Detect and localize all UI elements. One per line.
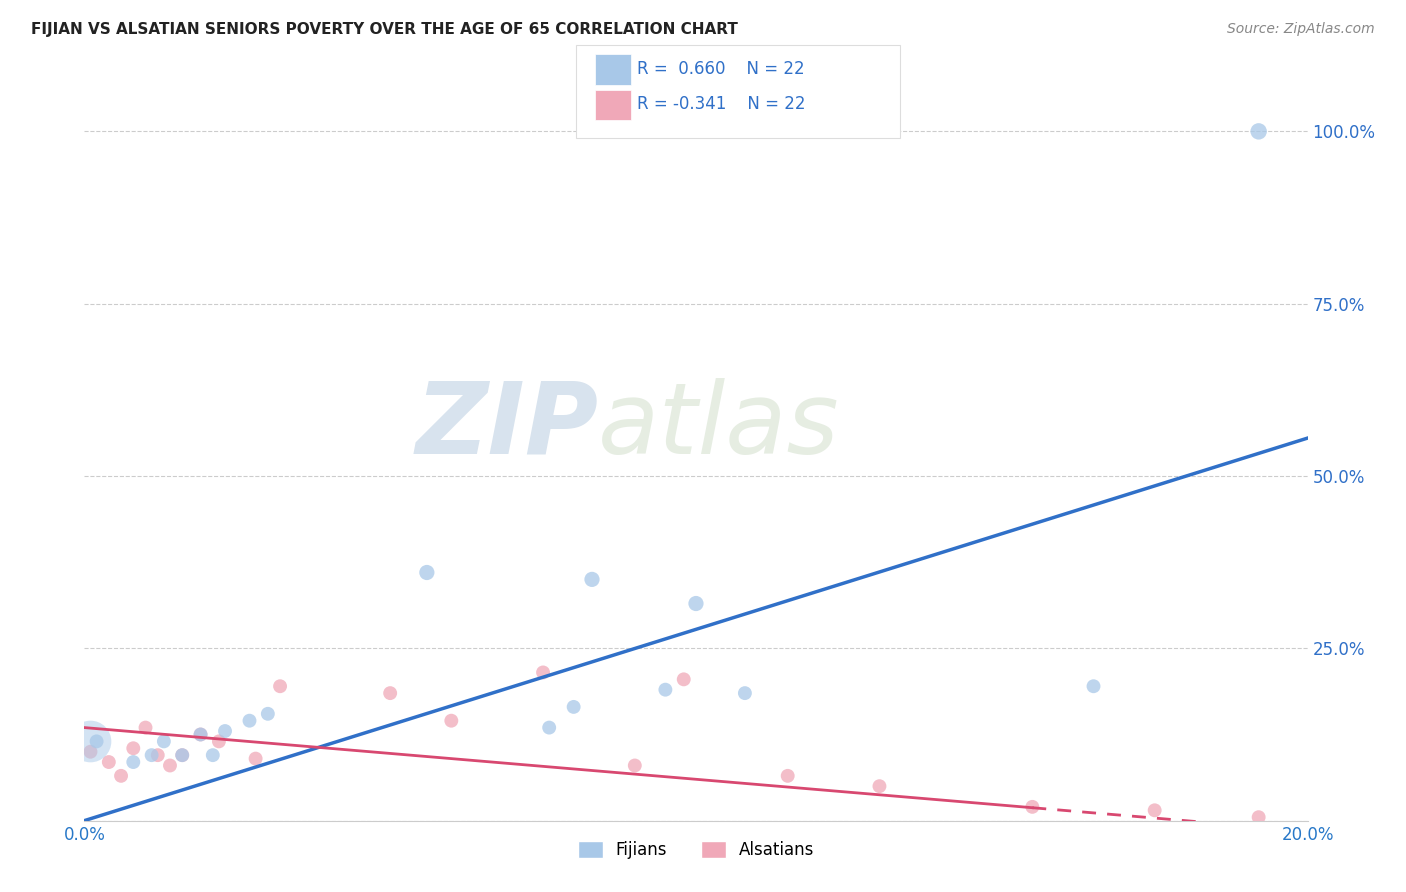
Point: [257, 706, 280, 721]
Point: [201, 748, 224, 763]
Point: [538, 721, 561, 735]
Point: [776, 769, 799, 783]
Point: [190, 727, 212, 741]
Point: [380, 686, 402, 700]
Point: [122, 755, 145, 769]
Point: [110, 769, 132, 783]
Point: [624, 758, 647, 772]
Point: [685, 597, 707, 611]
Point: [245, 751, 267, 765]
Point: [146, 748, 169, 763]
Point: [190, 727, 212, 741]
Point: [1143, 803, 1166, 817]
Text: atlas: atlas: [598, 378, 839, 475]
Point: [869, 779, 891, 793]
Point: [672, 673, 695, 687]
Point: [141, 748, 163, 763]
Point: [153, 734, 176, 748]
Point: [562, 699, 585, 714]
Point: [1247, 124, 1270, 138]
Point: [1021, 800, 1043, 814]
Point: [416, 566, 439, 580]
Point: [440, 714, 463, 728]
Legend: Fijians, Alsatians: Fijians, Alsatians: [571, 834, 821, 865]
Point: [79, 745, 101, 759]
Text: R =  0.660    N = 22: R = 0.660 N = 22: [637, 60, 804, 78]
Text: ZIP: ZIP: [415, 378, 598, 475]
Point: [97, 755, 120, 769]
Point: [135, 721, 157, 735]
Point: [172, 748, 194, 763]
Point: [122, 741, 145, 756]
Point: [734, 686, 756, 700]
Text: FIJIAN VS ALSATIAN SENIORS POVERTY OVER THE AGE OF 65 CORRELATION CHART: FIJIAN VS ALSATIAN SENIORS POVERTY OVER …: [31, 22, 738, 37]
Point: [531, 665, 554, 680]
Point: [269, 679, 291, 693]
Point: [1083, 679, 1105, 693]
Point: [159, 758, 181, 772]
Point: [581, 573, 603, 587]
Point: [172, 748, 194, 763]
Point: [1247, 810, 1270, 824]
Point: [86, 734, 108, 748]
Point: [214, 724, 236, 739]
Point: [238, 714, 260, 728]
Text: Source: ZipAtlas.com: Source: ZipAtlas.com: [1227, 22, 1375, 37]
Text: R = -0.341    N = 22: R = -0.341 N = 22: [637, 95, 806, 113]
Point: [208, 734, 231, 748]
Point: [654, 682, 676, 697]
Point: [79, 734, 101, 748]
